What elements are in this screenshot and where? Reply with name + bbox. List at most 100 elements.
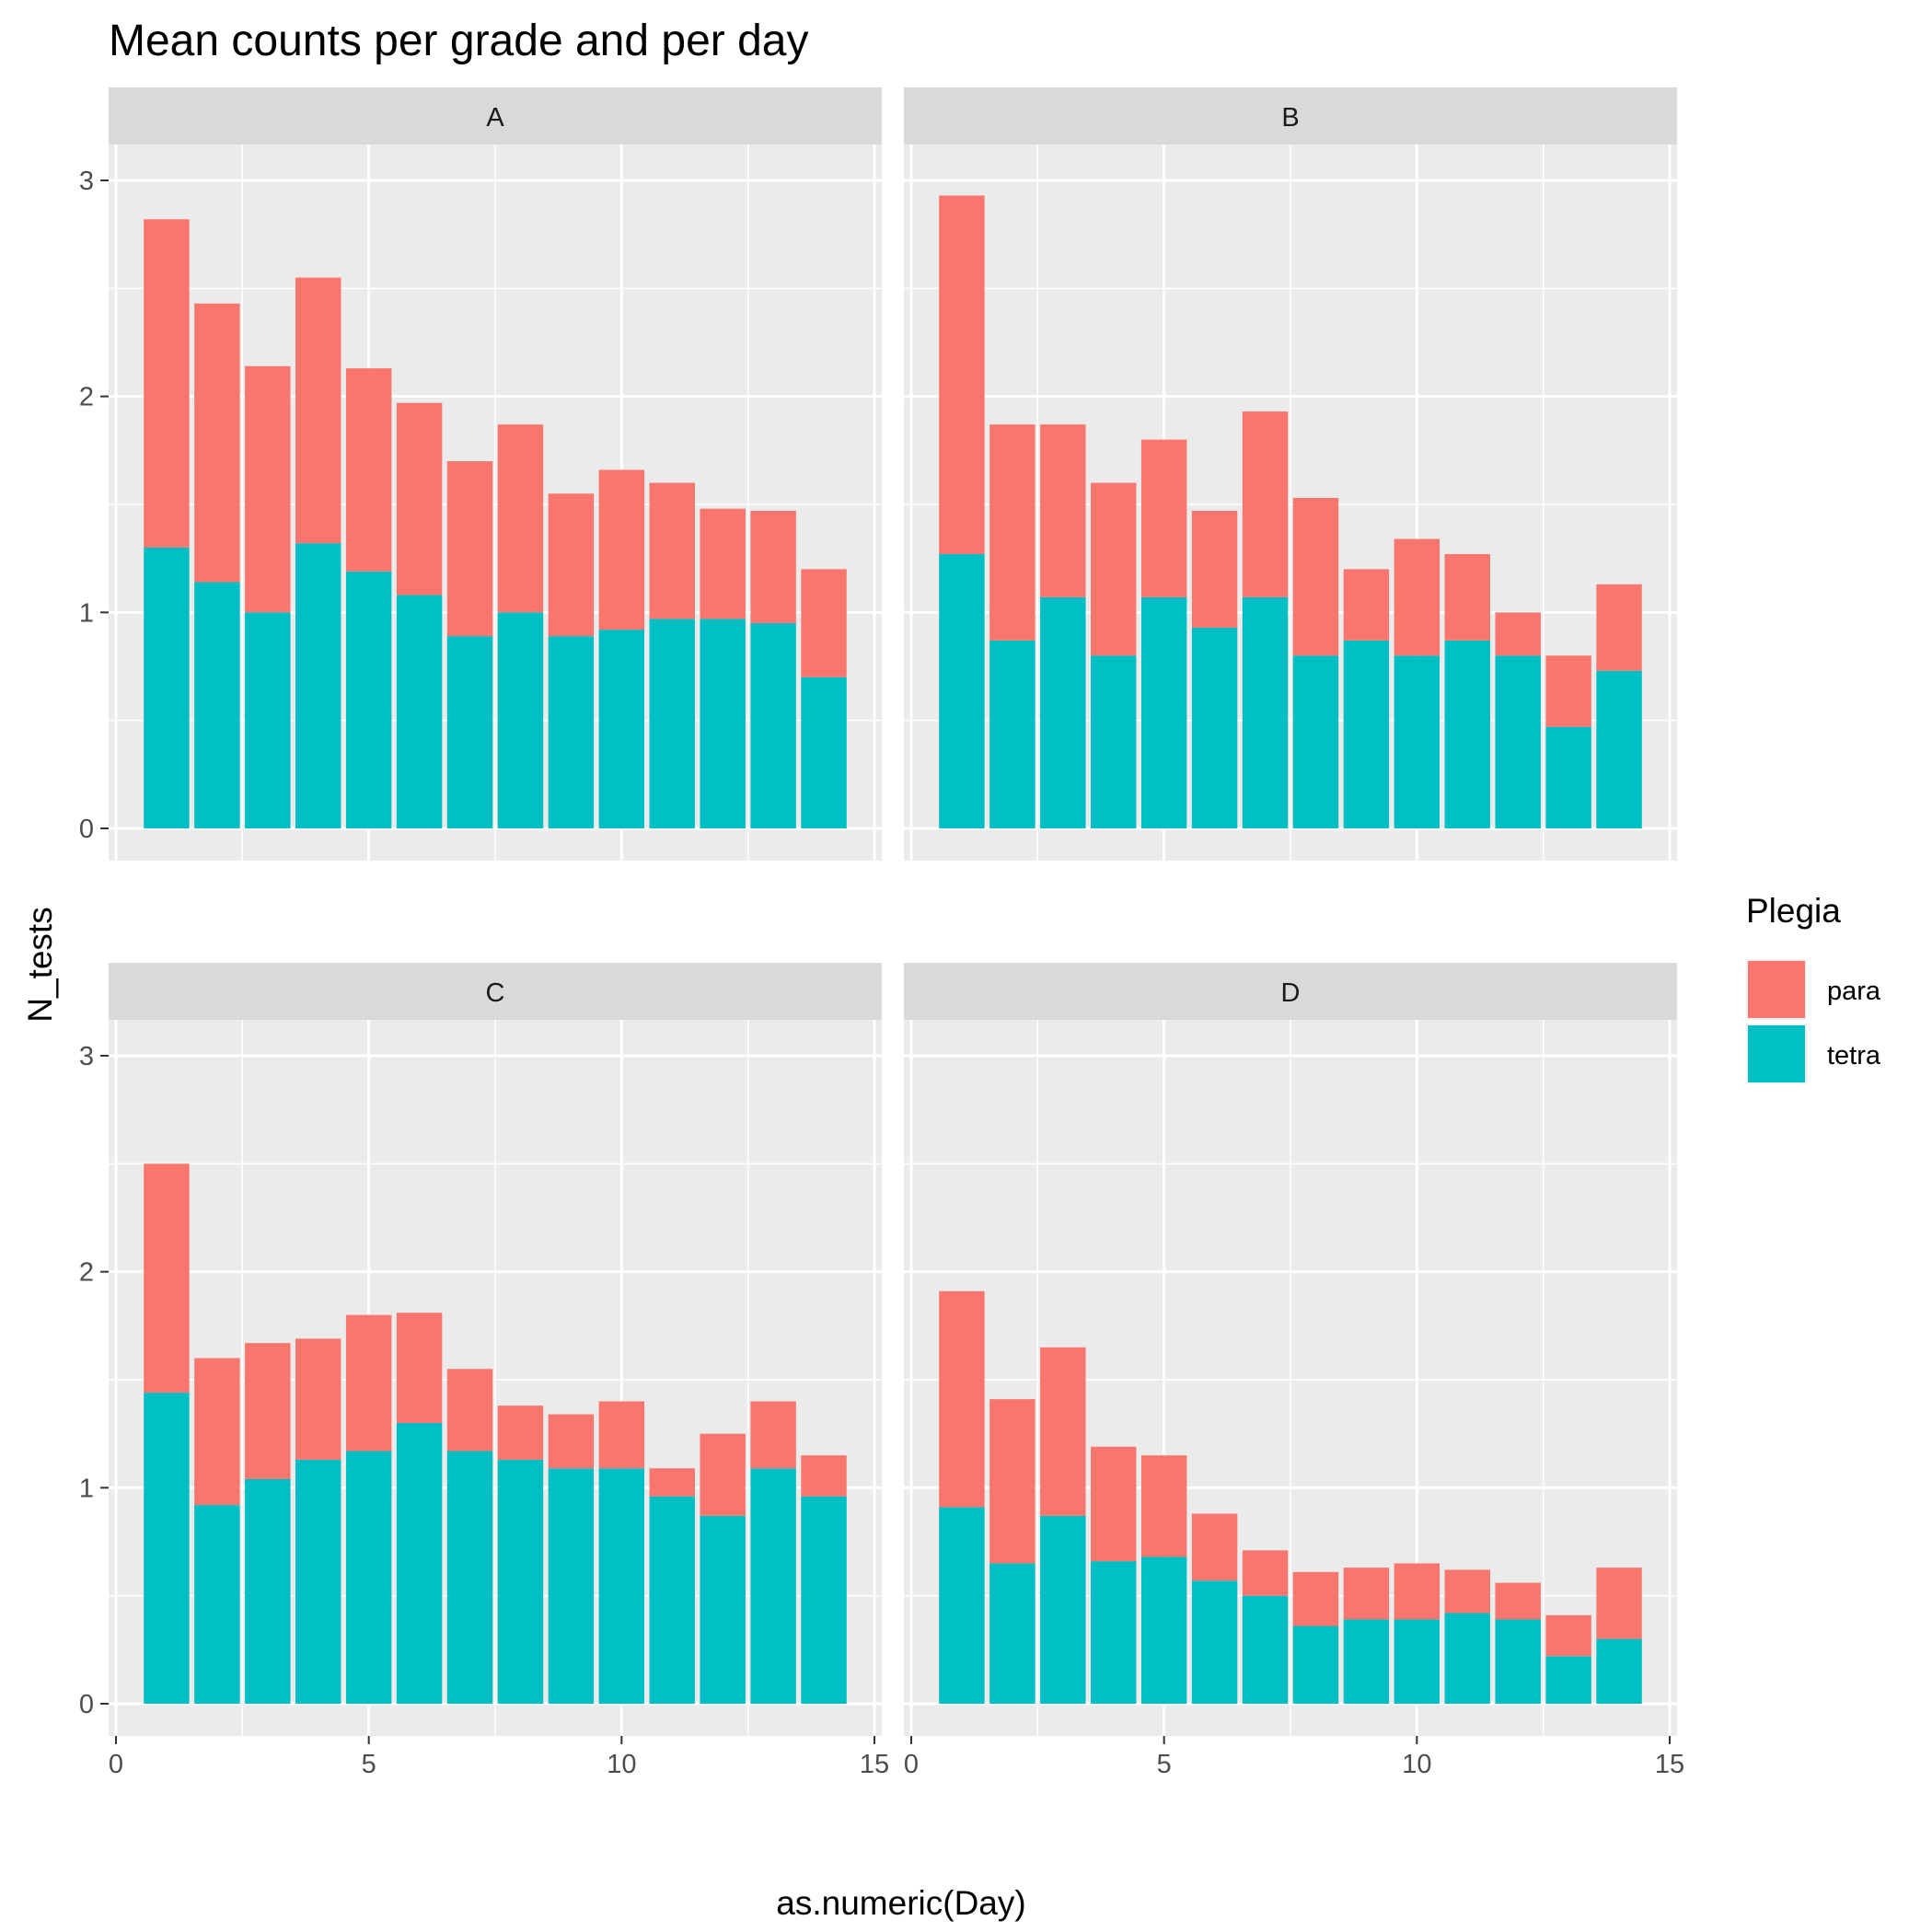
bar-para: [1343, 1568, 1390, 1620]
bar-para: [194, 1358, 240, 1506]
bar-tetra: [396, 1422, 443, 1704]
bar-tetra: [1444, 640, 1490, 828]
bar-para: [245, 365, 291, 613]
bar-para: [1545, 1614, 1591, 1657]
bar-para: [144, 1163, 190, 1394]
bar-tetra: [1545, 1656, 1591, 1704]
bar-para: [1596, 584, 1642, 671]
legend-swatch-para: [1748, 961, 1805, 1018]
bar-para: [700, 508, 746, 619]
x-tick-label: 0: [904, 1750, 919, 1779]
bar-para: [1292, 1571, 1339, 1626]
bar-para: [245, 1343, 291, 1479]
legend-title: Plegia: [1746, 892, 1841, 930]
legend-label-para: para: [1827, 977, 1881, 1006]
bar-tetra: [989, 640, 1035, 828]
bar-tetra: [194, 1505, 240, 1704]
bar-tetra: [649, 1496, 695, 1704]
bar-para: [1191, 511, 1238, 628]
bar-tetra: [598, 630, 645, 828]
bar-para: [295, 1338, 341, 1460]
y-tick-label: 2: [79, 383, 94, 412]
bar-tetra: [1191, 627, 1238, 828]
bar-tetra: [1091, 655, 1137, 828]
bar-tetra: [144, 547, 190, 828]
bar-tetra: [939, 1507, 985, 1704]
y-tick-label: 1: [79, 598, 94, 628]
bar-para: [345, 1314, 392, 1452]
bar-tetra: [1495, 655, 1541, 828]
bar-para: [801, 569, 847, 677]
facet-panels: A 0 1 2 3 B C 0 1 2 3 0 5 10 15 D 0 5 10 15: [79, 87, 1684, 1779]
facet-panel-a: A 0 1 2 3: [79, 87, 882, 861]
legend-swatch-tetra: [1748, 1025, 1805, 1082]
bar-tetra: [1140, 596, 1187, 828]
bar-para: [548, 493, 595, 637]
y-tick-label: 3: [79, 167, 94, 196]
legend-entries: para tetra: [1746, 959, 1881, 1084]
bar-tetra: [345, 1451, 392, 1704]
bar-para: [1140, 1455, 1187, 1557]
bar-para: [1596, 1568, 1642, 1639]
bar-para: [548, 1414, 595, 1469]
bar-tetra: [1292, 1625, 1339, 1704]
bar-para: [649, 1468, 695, 1497]
facet-panel-d: D 0 5 10 15: [904, 963, 1684, 1779]
facet-strip-label: A: [486, 103, 504, 133]
bar-tetra: [1191, 1580, 1238, 1704]
bar-tetra: [245, 612, 291, 828]
bar-tetra: [1596, 670, 1642, 828]
bar-tetra: [497, 612, 544, 828]
bar-tetra: [295, 1459, 341, 1704]
bar-para: [750, 1401, 796, 1469]
bar-para: [446, 1369, 493, 1452]
bar-para: [1495, 612, 1541, 656]
bar-tetra: [144, 1393, 190, 1704]
bar-para: [446, 461, 493, 637]
bar-para: [1394, 1563, 1440, 1620]
bar-tetra: [1596, 1638, 1642, 1704]
facet-panel-c: C 0 1 2 3 0 5 10 15: [79, 963, 889, 1779]
bar-tetra: [989, 1563, 1035, 1704]
bar-tetra: [396, 595, 443, 828]
bar-tetra: [700, 1515, 746, 1704]
bar-para: [1444, 553, 1490, 641]
x-tick-label: 5: [362, 1750, 376, 1779]
bar-para: [144, 219, 190, 548]
bar-tetra: [598, 1468, 645, 1704]
y-tick-label: 1: [79, 1474, 94, 1503]
y-tick-label: 3: [79, 1042, 94, 1071]
bar-tetra: [345, 571, 392, 828]
facet-strip: [904, 963, 1677, 1020]
bar-tetra: [1040, 1515, 1086, 1704]
bar-tetra: [1495, 1619, 1541, 1704]
bar-tetra: [939, 553, 985, 828]
bar-para: [939, 1290, 985, 1508]
bar-para: [989, 424, 1035, 641]
bar-tetra: [446, 636, 493, 828]
bar-tetra: [700, 619, 746, 828]
bar-para: [1343, 569, 1390, 641]
bar-tetra: [1394, 655, 1440, 828]
bar-tetra: [750, 1468, 796, 1704]
bar-para: [1140, 439, 1187, 597]
bar-para: [194, 303, 240, 583]
bar-para: [1394, 538, 1440, 656]
facet-strip: [109, 87, 882, 145]
x-tick-label: 5: [1157, 1750, 1172, 1779]
bar-para: [497, 1406, 544, 1460]
y-tick-label: 0: [79, 1690, 94, 1719]
bar-para: [598, 469, 645, 631]
bar-para: [1242, 1550, 1289, 1596]
bar-para: [1191, 1513, 1238, 1581]
bar-tetra: [1040, 596, 1086, 828]
bar-tetra: [801, 1496, 847, 1704]
facet-strip-label: C: [486, 978, 505, 1008]
bar-tetra: [497, 1459, 544, 1704]
bar-tetra: [245, 1478, 291, 1704]
bar-para: [1242, 411, 1289, 597]
x-tick-label: 15: [860, 1750, 889, 1779]
bar-tetra: [295, 543, 341, 828]
bar-para: [497, 424, 544, 613]
